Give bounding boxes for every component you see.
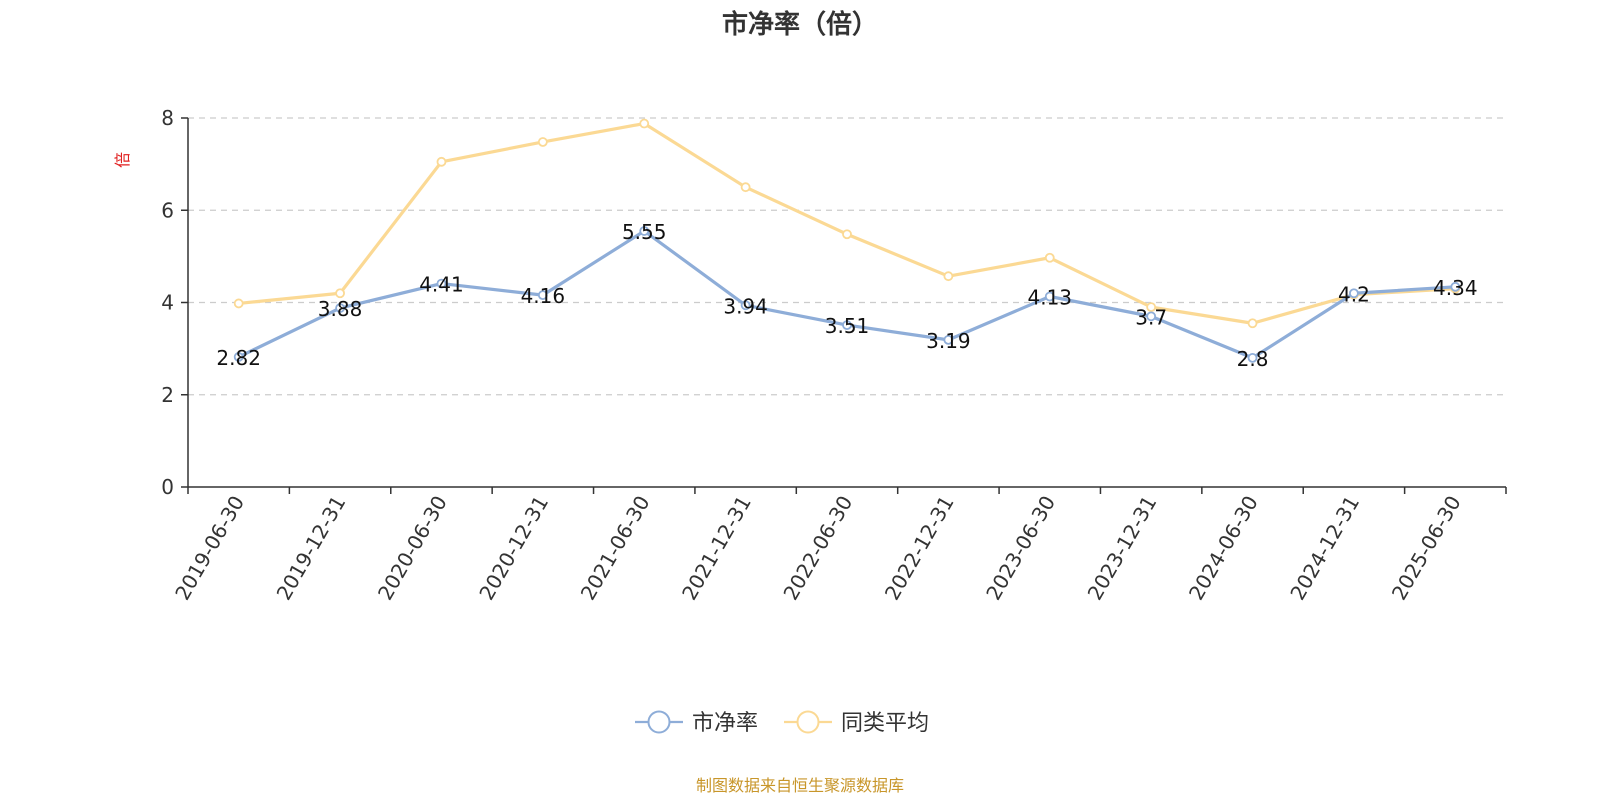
data-point — [842, 320, 852, 331]
x-tick-label: 2019-06-30 — [170, 492, 249, 605]
y-tick-label: 6 — [161, 198, 174, 222]
data-label: 4.13 — [1028, 286, 1073, 310]
data-point — [233, 298, 244, 309]
data-point — [842, 229, 852, 240]
x-tick-label: 2020-06-30 — [373, 492, 452, 605]
data-point — [1044, 252, 1055, 263]
data-point — [335, 288, 345, 299]
grid — [188, 117, 1506, 396]
chart-title: 市净率（倍） — [722, 9, 878, 40]
data-point — [639, 118, 650, 129]
data-label: 2.8 — [1237, 347, 1269, 371]
data-point — [740, 300, 751, 311]
legend-marker — [647, 710, 671, 734]
data-label: 4.2 — [1338, 282, 1370, 306]
legend-item: 市净率 — [635, 710, 758, 736]
data-label: 3.94 — [723, 294, 768, 318]
y-tick-label: 0 — [161, 475, 174, 499]
data-label: 3.19 — [926, 329, 971, 353]
data-point — [1044, 291, 1055, 302]
x-tick-label: 2023-12-31 — [1083, 492, 1162, 605]
data-label: 4.34 — [1433, 276, 1478, 300]
data-point — [1450, 281, 1461, 292]
x-tick-label: 2025-06-30 — [1387, 492, 1466, 605]
y-tick-label: 4 — [161, 291, 174, 315]
source-note: 制图数据来自恒生聚源数据库 — [696, 776, 904, 795]
y-tick-label: 8 — [161, 106, 174, 130]
data-label: 3.88 — [318, 297, 363, 321]
axes: 0 2 4 6 8 2019-06-30 2019-12-31 2020-06-30 2020-… — [161, 106, 1507, 605]
x-tick-label: 2021-06-30 — [576, 492, 655, 605]
data-point — [233, 352, 244, 362]
data-point — [740, 182, 751, 193]
data-point — [537, 290, 548, 301]
x-tick-label: 2024-06-30 — [1184, 492, 1263, 605]
legend-label: 同类平均 — [841, 711, 929, 736]
data-point — [436, 278, 447, 289]
y-axis-unit: 倍 — [113, 152, 132, 168]
data-labels: 2.82 3.88 4.41 4.16 5.55 3.94 3.51 3.19 4.13 3.7 2… — [216, 220, 1477, 371]
legend-label: 市净率 — [692, 711, 758, 736]
data-label: 2.82 — [216, 346, 261, 370]
legend-item: 同类平均 — [784, 710, 929, 736]
legend-marker — [796, 710, 820, 734]
data-point — [537, 137, 548, 147]
data-label: 4.41 — [419, 273, 464, 297]
data-label: 3.7 — [1135, 305, 1167, 329]
data-label: 3.51 — [825, 314, 870, 338]
legend: 市净率 同类平均 — [635, 710, 929, 736]
data-point — [1146, 302, 1157, 313]
x-tick-label: 2023-06-30 — [981, 492, 1060, 605]
data-point — [639, 226, 650, 236]
x-tick-label: 2022-12-31 — [880, 492, 959, 605]
y-tick-label: 2 — [161, 383, 174, 407]
x-tick-label: 2019-12-31 — [272, 492, 351, 605]
x-tick-label: 2020-12-31 — [474, 492, 553, 605]
data-point — [943, 334, 954, 345]
data-label: 5.55 — [622, 220, 667, 244]
data-label: 4.16 — [521, 284, 566, 308]
series — [233, 118, 1461, 363]
x-tick-label: 2024-12-31 — [1285, 492, 1364, 605]
data-point — [436, 156, 447, 167]
x-tick-label: 2021-12-31 — [677, 492, 756, 605]
data-point — [1349, 288, 1359, 299]
data-point — [1146, 311, 1157, 322]
data-point — [1247, 318, 1258, 329]
data-point — [1247, 352, 1258, 363]
data-point — [335, 303, 345, 313]
x-tick-label: 2022-06-30 — [778, 492, 857, 605]
data-point — [943, 271, 954, 282]
